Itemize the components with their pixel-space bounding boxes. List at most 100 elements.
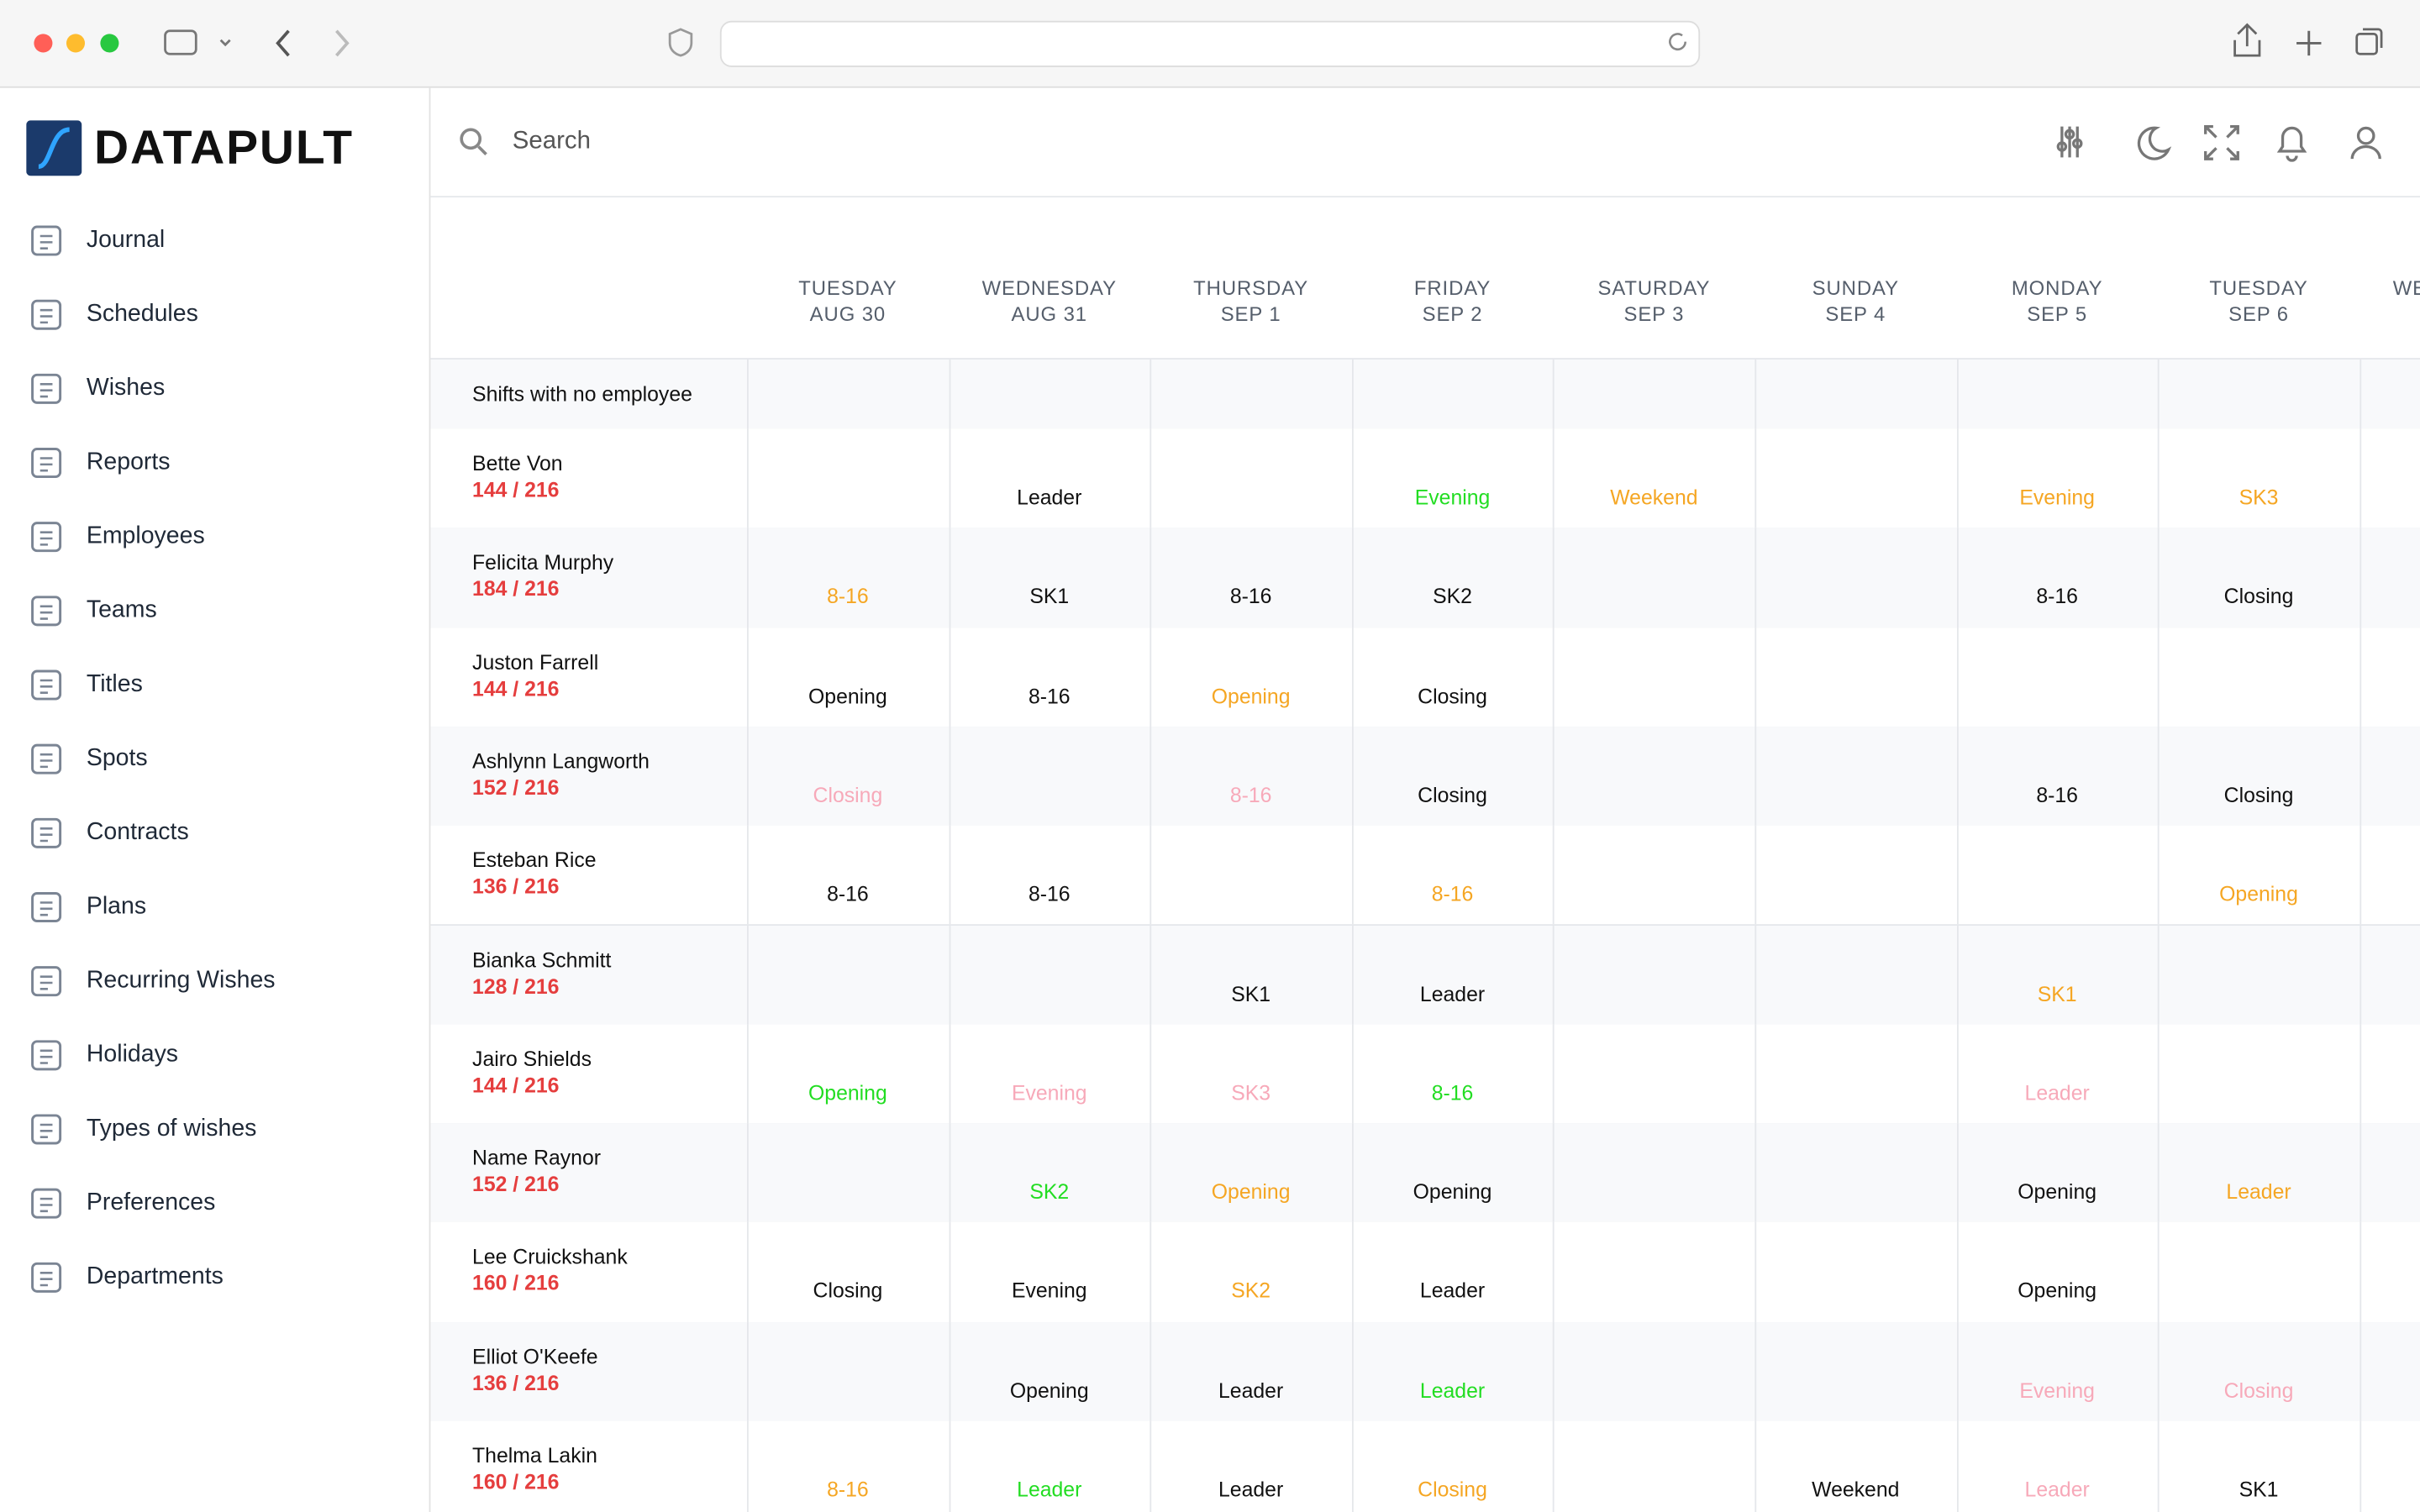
day-cell[interactable] [1553,825,1756,926]
day-cell[interactable] [1150,428,1354,528]
shift[interactable]: Evening [2019,486,2095,510]
search-input[interactable]: Search [512,128,591,155]
shift[interactable]: 8-16 [827,882,869,906]
day-cell[interactable] [948,925,1152,1025]
shift[interactable]: Opening [1211,684,1291,708]
shift[interactable]: 8-16 [2036,783,2078,807]
shift[interactable]: Leader [2226,1180,2291,1204]
shift[interactable]: SK3 [1231,1081,1271,1105]
day-cell[interactable] [1351,428,1555,528]
nav-item[interactable]: Recurring Wishes [28,958,276,1005]
shift[interactable]: 8-16 [1431,1081,1474,1105]
shift[interactable]: Leader [1218,1478,1284,1502]
day-cell[interactable] [1754,825,1958,926]
nav-item[interactable]: Departments [28,1254,224,1300]
day-cell[interactable] [2158,1123,2361,1223]
day-cell[interactable] [1150,1024,1354,1124]
day-cell[interactable] [1150,1420,1354,1512]
day-cell[interactable] [2158,825,2361,926]
day-cell[interactable] [1553,1420,1756,1512]
day-cell[interactable] [746,726,950,826]
day-cell[interactable] [746,627,950,727]
day-cell[interactable] [2359,1321,2420,1421]
day-cell[interactable] [948,1024,1152,1124]
day-cell[interactable] [1956,1222,2160,1322]
day-cell[interactable] [948,1123,1152,1223]
day-cell[interactable] [2359,1024,2420,1124]
day-cell[interactable] [2359,428,2420,528]
day-cell[interactable] [1754,359,1958,431]
day-cell[interactable] [746,925,950,1025]
day-cell[interactable] [2359,1222,2420,1322]
shift[interactable]: Evening [1011,1081,1087,1105]
shift[interactable]: Closing [2223,1378,2294,1403]
nav-item[interactable]: Types of wishes [28,1106,256,1152]
shift[interactable]: Weekend [1610,486,1698,510]
day-cell[interactable] [1553,428,1756,528]
nav-item[interactable]: Holidays [28,1032,178,1079]
day-cell[interactable] [2158,726,2361,826]
day-cell[interactable] [1754,1420,1958,1512]
day-cell[interactable] [948,528,1152,627]
shift[interactable]: Closing [1418,684,1487,708]
day-cell[interactable] [746,359,950,431]
day-cell[interactable] [746,428,950,528]
day-cell[interactable] [1150,359,1354,431]
shift[interactable]: Opening [808,684,887,708]
day-cell[interactable] [1150,726,1354,826]
day-cell[interactable] [746,1024,950,1124]
shift[interactable]: Evening [2019,1378,2095,1403]
shift[interactable]: Leader [2024,1478,2090,1502]
day-cell[interactable] [2158,627,2361,727]
nav-item[interactable]: Titles [28,662,143,708]
nav-item[interactable]: Journal [28,218,165,264]
day-cell[interactable] [1351,528,1555,627]
shift[interactable]: SK1 [2238,1478,2279,1502]
day-cell[interactable] [1351,825,1555,926]
shift[interactable]: Opening [2018,1279,2097,1303]
day-cell[interactable] [1553,925,1756,1025]
day-cell[interactable] [1956,528,2160,627]
day-cell[interactable] [2158,1321,2361,1421]
day-cell[interactable] [1553,359,1756,431]
day-cell[interactable] [948,825,1152,926]
nav-item[interactable]: Contracts [28,810,189,856]
day-cell[interactable] [1553,1123,1756,1223]
day-cell[interactable] [746,1123,950,1223]
day-cell[interactable] [1754,428,1958,528]
top-actions[interactable] [2036,118,2407,165]
day-cell[interactable] [1150,1222,1354,1322]
nav-item[interactable]: Spots [28,736,148,782]
shift[interactable]: 8-16 [1431,882,1474,906]
shift[interactable]: SK1 [1029,585,1070,609]
shift[interactable]: Closing [813,783,883,807]
day-cell[interactable] [2359,627,2420,727]
day-cell[interactable] [2158,1024,2361,1124]
day-cell[interactable] [1150,528,1354,627]
shift[interactable]: SK1 [2037,982,2077,1005]
day-cell[interactable] [1150,1123,1354,1223]
day-cell[interactable] [2359,359,2420,431]
day-cell[interactable] [1553,528,1756,627]
day-cell[interactable] [1754,528,1958,627]
day-cell[interactable] [948,428,1152,528]
shift[interactable]: Evening [1414,486,1491,510]
day-cell[interactable] [2158,528,2361,627]
nav-item[interactable]: Wishes [28,365,165,412]
day-cell[interactable] [2158,359,2361,431]
nav-item[interactable]: Employees [28,514,205,560]
day-cell[interactable] [2359,925,2420,1025]
shift[interactable]: 8-16 [1229,585,1272,609]
day-cell[interactable] [746,528,950,627]
day-cell[interactable] [2158,428,2361,528]
shift[interactable]: Opening [1413,1180,1492,1204]
day-cell[interactable] [1351,1123,1555,1223]
day-cell[interactable] [1553,1222,1756,1322]
day-cell[interactable] [1754,627,1958,727]
day-cell[interactable] [1754,1123,1958,1223]
shift[interactable]: Leader [1419,982,1486,1005]
shift[interactable]: Weekend [1812,1478,1900,1502]
day-cell[interactable] [1150,925,1354,1025]
day-cell[interactable] [1351,359,1555,431]
day-cell[interactable] [1150,627,1354,727]
